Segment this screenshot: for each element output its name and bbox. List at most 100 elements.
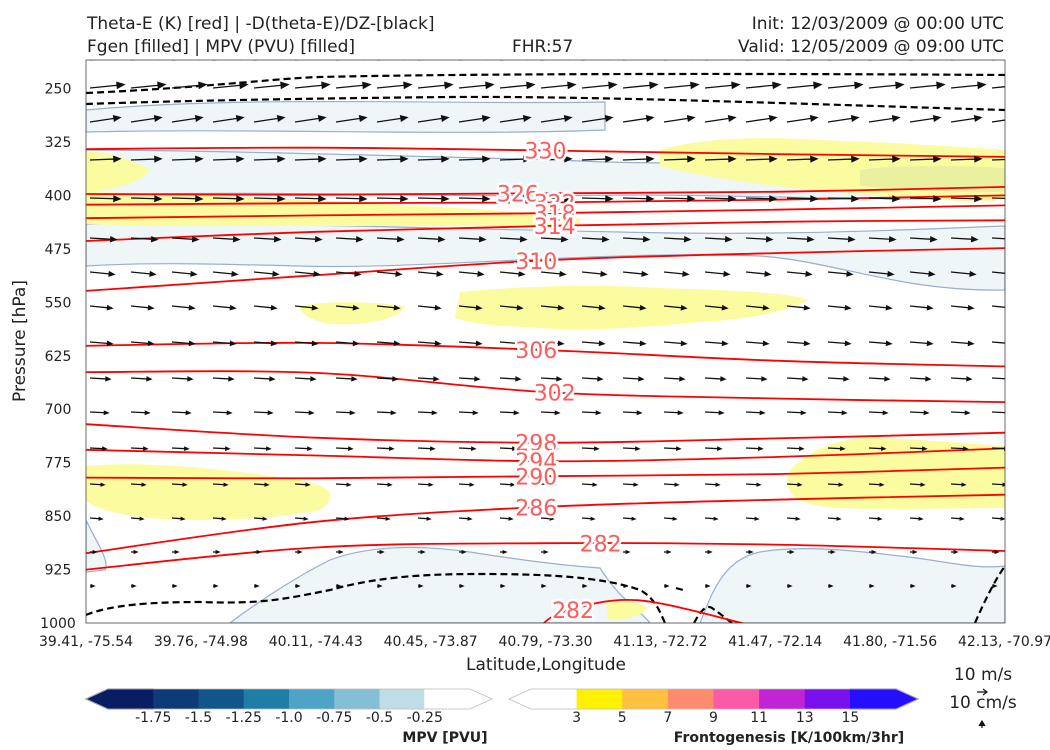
- wind-vector: [991, 341, 1005, 344]
- y-tick-400: 400: [45, 188, 72, 204]
- valid-time: Valid: 12/05/2009 @ 09:00 UTC: [738, 37, 1004, 57]
- wind-vector: [581, 516, 596, 521]
- wind-vector: [909, 340, 934, 347]
- wind-vector: [171, 410, 192, 416]
- wind-vector: [253, 270, 280, 277]
- theta-e-label-318: 318: [534, 202, 576, 227]
- wind-vector: [909, 482, 926, 487]
- wind-vector: [664, 583, 670, 589]
- wind-vector: [131, 583, 137, 589]
- wind-vector: [376, 410, 397, 416]
- wind-vector: [171, 516, 186, 521]
- dtheta-dz-contour: [86, 72, 1005, 95]
- wind-vector: [499, 195, 532, 203]
- wind-vector: [89, 446, 108, 451]
- wind-vector: [172, 60, 201, 61]
- wind-vector: [787, 549, 795, 555]
- wind-vector: [171, 482, 188, 487]
- wind-vector: [664, 549, 672, 555]
- wind-vector: [828, 60, 857, 61]
- wind-vector: [992, 549, 1000, 555]
- reference-horizontal-arrow: [977, 688, 988, 696]
- wind-vector: [377, 583, 383, 589]
- wind-vector: [131, 549, 139, 555]
- y-tick-925: 925: [45, 563, 72, 579]
- x-axis-label: Latitude,Longitude: [466, 655, 626, 675]
- wind-vector: [336, 583, 342, 589]
- wind-vector: [131, 60, 160, 61]
- wind-vector: [171, 340, 196, 347]
- theta-e-label-294: 294: [515, 450, 557, 475]
- wind-vector: [581, 81, 618, 90]
- theta-e-contour-282: [86, 542, 1005, 571]
- wind-vector: [458, 81, 495, 90]
- wind-vector: [540, 304, 565, 311]
- wind-vector: [90, 583, 96, 589]
- wind-vector: [130, 235, 159, 243]
- fgen-colorbar-swatch: [713, 689, 760, 709]
- wind-vector: [787, 60, 816, 61]
- wind-vector: [253, 304, 278, 311]
- frontogenesis-region: [606, 600, 648, 620]
- wind-vector: [458, 235, 487, 243]
- wind-vector: [991, 119, 1005, 123]
- wind-vector: [540, 482, 557, 487]
- wind-vector: [909, 376, 932, 382]
- theta-e-label-302: 302: [534, 381, 576, 406]
- y-tick-325: 325: [45, 135, 72, 151]
- wind-vector: [417, 270, 444, 277]
- mpv-region: [229, 546, 651, 623]
- wind-vector: [704, 81, 741, 90]
- wind-vector: [541, 60, 570, 61]
- wind-vector: [786, 81, 823, 90]
- wind-vector: [376, 516, 391, 521]
- wind-vector: [294, 340, 319, 347]
- wind-vector: [910, 60, 939, 61]
- wind-vector: [745, 81, 782, 90]
- theta-e-label-298: 298: [515, 431, 557, 456]
- wind-vector: [253, 482, 270, 487]
- wind-vector: [458, 195, 491, 203]
- wind-vector: [745, 115, 778, 123]
- wind-vector: [663, 516, 678, 521]
- wind-vector: [540, 235, 569, 243]
- wind-vector: [335, 376, 358, 382]
- wind-vector: [868, 115, 901, 123]
- wind-vector: [827, 410, 848, 416]
- wind-vector: [991, 482, 1005, 487]
- wind-vector: [622, 340, 647, 347]
- wind-vector: [376, 270, 403, 277]
- y-tick-775: 775: [45, 456, 72, 472]
- frontogenesis-colorbar: 3 5 7 9 11 13 15: [507, 688, 920, 726]
- wind-vector: [869, 583, 875, 589]
- wind-vector: [541, 549, 549, 555]
- wind-vector: [869, 60, 898, 61]
- theta-e-label-286: 286: [515, 496, 557, 521]
- wind-vector: [950, 304, 975, 311]
- wind-vector: [130, 270, 157, 277]
- wind-vector: [417, 516, 432, 521]
- wind-vector: [868, 195, 901, 203]
- mpv-colorbar-swatch: [289, 689, 335, 709]
- wind-vector: [622, 304, 647, 311]
- theta-e-label-282: 282: [580, 533, 622, 558]
- wind-vector: [376, 446, 395, 451]
- wind-vector: [89, 81, 126, 90]
- wind-vector: [786, 195, 819, 203]
- wind-vector: [254, 549, 262, 555]
- wind-vector: [745, 516, 760, 521]
- wind-vector: [786, 155, 819, 163]
- wind-vector: [253, 410, 274, 416]
- wind-vector: [745, 155, 778, 163]
- wind-vector: [253, 446, 272, 451]
- wind-vector: [745, 446, 764, 451]
- mpv-colorbar-tick: -1.75: [135, 710, 171, 726]
- theta-e-contour-302: [86, 370, 1005, 403]
- theta-e-label-310: 310: [515, 250, 557, 275]
- wind-vector: [213, 549, 221, 555]
- wind-vector: [294, 376, 317, 382]
- theta-e-contour-306: [86, 341, 1005, 368]
- wind-vector: [704, 115, 737, 123]
- mpv-colorbar-title: MPV [PVU]: [402, 730, 487, 746]
